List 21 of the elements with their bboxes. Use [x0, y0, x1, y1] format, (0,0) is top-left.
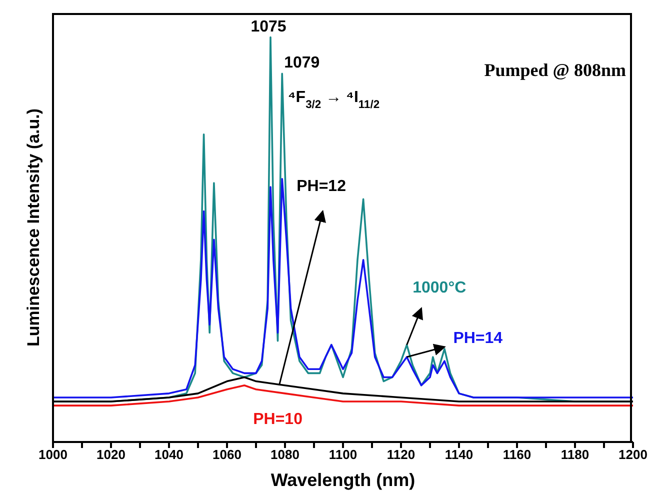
x-tick-label: 1000 — [38, 447, 68, 462]
annotation: 1075 — [250, 18, 286, 36]
text: 1000°C — [412, 279, 467, 296]
x-tick-label: 1160 — [502, 447, 532, 462]
x-tick-label: 1080 — [270, 447, 300, 462]
annotation: ⁴F$_{3/2}$ → ⁴I$_{11/2}$ — [288, 89, 380, 112]
x-tick-label: 1120 — [386, 447, 416, 462]
y-axis-title: Luminescence Intensity (a.u.) — [24, 108, 43, 347]
x-tick-label: 1040 — [154, 447, 184, 462]
annotation: 1079 — [284, 54, 320, 72]
x-tick-label: 1100 — [328, 447, 358, 462]
x-axis-title: Wavelength (nm) — [270, 470, 416, 490]
x-tick-label: 1200 — [618, 447, 648, 462]
text: PH=12 — [296, 178, 346, 196]
x-tick-label: 1180 — [560, 447, 590, 462]
x-tick-label: 1140 — [444, 447, 474, 462]
x-tick-label: 1060 — [212, 447, 242, 462]
series-label: PH=10 — [253, 410, 303, 428]
series-label: PH=14 — [453, 330, 503, 347]
x-tick-label: 1020 — [96, 447, 126, 462]
annotation: Pumped @ 808nm — [484, 60, 626, 80]
